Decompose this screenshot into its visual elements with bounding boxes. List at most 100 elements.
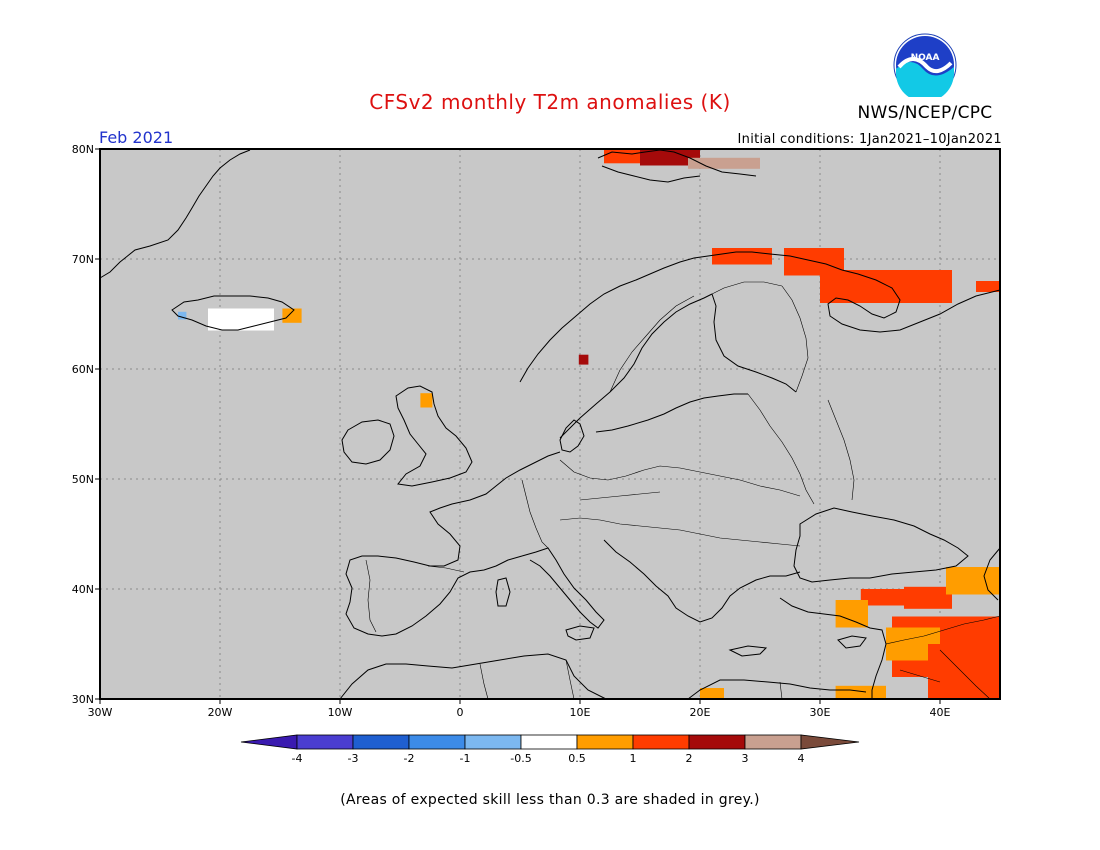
skill-footnote: (Areas of expected skill less than 0.3 a… xyxy=(340,792,760,808)
colorbar-level-label: -1 xyxy=(460,752,471,765)
colorbar-level-label: -2 xyxy=(404,752,415,765)
country-borders xyxy=(365,281,1001,700)
coast-sicily xyxy=(565,625,595,641)
colorbar-arrow-low xyxy=(240,734,298,750)
lat-tick-label: 60N xyxy=(72,363,94,376)
lat-tick-label: 80N xyxy=(72,143,94,156)
lat-tick-label: 70N xyxy=(72,253,94,266)
coast-crete xyxy=(728,645,768,657)
anomaly-iceland-southwest xyxy=(178,311,187,320)
colorbar-level-label: -3 xyxy=(348,752,359,765)
border-sweden-finland xyxy=(711,281,783,295)
lat-tick-label: 40N xyxy=(72,583,94,596)
anomaly-svalbard-center xyxy=(640,149,700,166)
coast-italy xyxy=(521,547,605,629)
anomaly-norway-inland xyxy=(578,354,589,365)
colorbar-boxes xyxy=(240,734,860,750)
anomaly-white-sea xyxy=(820,270,952,303)
border-norway-sweden xyxy=(609,295,695,393)
anomaly-sinai xyxy=(835,685,886,699)
colorbar-level-label: 1 xyxy=(630,752,637,765)
coast-iceland xyxy=(171,295,295,331)
lon-tick-label: 20E xyxy=(690,706,711,719)
forecast-period: Feb 2021 xyxy=(99,128,174,147)
noaa-logo: NOAA xyxy=(893,33,957,97)
colorbar-level-label: 3 xyxy=(742,752,749,765)
coast-cyprus xyxy=(837,635,867,649)
coast-turkey-south xyxy=(779,597,887,699)
coastlines xyxy=(99,149,1001,700)
map-title: CFSv2 monthly T2m anomalies (K) xyxy=(369,90,731,114)
lon-tick-label: 20W xyxy=(208,706,233,719)
lat-tick-label: 30N xyxy=(72,693,94,706)
noaa-logo-text: NOAA xyxy=(911,53,940,63)
coast-africa xyxy=(339,653,867,700)
anomaly-caucasus xyxy=(946,567,1000,595)
noaa-logo-bird xyxy=(897,57,953,74)
coast-finland xyxy=(711,293,797,393)
coast-great-britain xyxy=(395,385,473,487)
coast-balkans xyxy=(603,539,801,623)
coast-sardinia xyxy=(495,577,511,607)
coast-denmark xyxy=(559,419,585,453)
coast-norway xyxy=(519,251,843,383)
anomaly-iraq xyxy=(928,644,1000,699)
agency-label: NWS/NCEP/CPC xyxy=(857,103,993,123)
anomaly-anatolia-1 xyxy=(860,589,904,606)
anomaly-libya-coast xyxy=(700,688,724,699)
border-finland-russia xyxy=(781,285,809,393)
border-middle-east xyxy=(885,615,1001,700)
coast-ireland xyxy=(341,419,395,465)
border-spain-portugal xyxy=(365,559,377,633)
colorbar-box xyxy=(744,734,802,750)
colorbar-box xyxy=(688,734,746,750)
lon-tick-label: 30W xyxy=(88,706,113,719)
anomaly-north-russia-east xyxy=(976,281,1000,292)
lon-tick-label: 0 xyxy=(457,706,464,719)
colorbar-box xyxy=(408,734,466,750)
coast-continent xyxy=(345,451,561,637)
lat-tick-label: 50N xyxy=(72,473,94,486)
colorbar-level-label: 0.5 xyxy=(568,752,586,765)
noaa-logo-wave xyxy=(896,62,954,97)
anomaly-fills xyxy=(178,149,1000,699)
colorbar-box xyxy=(296,734,354,750)
colorbar-box xyxy=(520,734,578,750)
coast-kola xyxy=(827,269,1001,333)
anomaly-scotland-east xyxy=(420,393,433,408)
colorbar-box xyxy=(632,734,690,750)
coast-baltic xyxy=(595,393,748,433)
border-central-europe xyxy=(559,459,801,547)
map-frame xyxy=(99,148,1001,700)
colorbar-box xyxy=(464,734,522,750)
colorbar-box xyxy=(576,734,634,750)
coast-caspian xyxy=(983,547,1001,601)
colorbar-level-label: -4 xyxy=(292,752,303,765)
border-spain-france xyxy=(427,565,465,573)
border-france-germany xyxy=(521,479,549,549)
lon-tick-label: 40E xyxy=(930,706,951,719)
lon-tick-label: 30E xyxy=(810,706,831,719)
lon-tick-label: 10E xyxy=(570,706,591,719)
colorbar-arrow-high xyxy=(800,734,860,750)
colorbar-box xyxy=(352,734,410,750)
colorbar-level-label: 4 xyxy=(798,752,805,765)
coast-svalbard xyxy=(597,149,757,183)
anomaly-iceland-east xyxy=(282,308,302,323)
lon-tick-label: 10W xyxy=(328,706,353,719)
coast-black-sea xyxy=(793,507,969,583)
initial-conditions: Initial conditions: 1Jan2021–10Jan2021 xyxy=(737,132,1002,147)
graticule xyxy=(100,149,1000,699)
coast-sweden xyxy=(559,293,713,439)
anomaly-anatolia-2 xyxy=(904,586,952,609)
anomaly-anatolia-west xyxy=(835,600,868,628)
colorbar-level-label: -0.5 xyxy=(510,752,531,765)
anomaly-svalbard-east xyxy=(688,157,760,169)
border-north-africa xyxy=(479,659,783,700)
colorbar-labels: -4 -3 -2 -1 -0.5 0.5 1 2 3 4 xyxy=(292,752,805,765)
colorbar-level-label: 2 xyxy=(686,752,693,765)
coast-greenland xyxy=(99,149,251,279)
